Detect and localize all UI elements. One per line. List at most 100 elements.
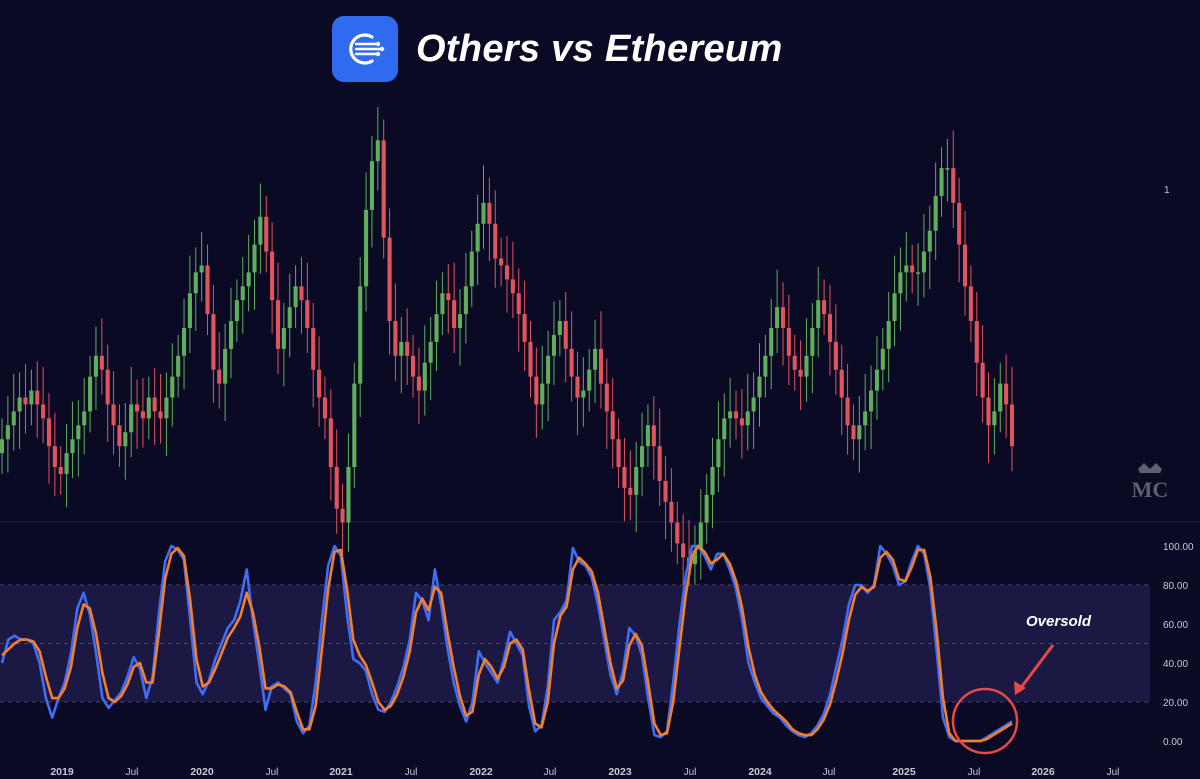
- candle-body: [698, 522, 703, 551]
- price-candle: [381, 119, 386, 259]
- price-candle: [1009, 366, 1015, 472]
- candle-body: [645, 425, 650, 447]
- price-candle: [99, 318, 104, 395]
- watermark-text: MC: [1132, 477, 1169, 502]
- price-candle: [786, 294, 791, 385]
- price-candle: [957, 177, 962, 283]
- price-candle: [910, 244, 915, 294]
- price-candle: [733, 390, 739, 440]
- candle-body: [869, 390, 874, 412]
- price-candle: [816, 266, 821, 358]
- candle-body: [434, 314, 439, 342]
- price-candle: [82, 378, 87, 455]
- price-candle: [405, 308, 410, 385]
- price-candle: [745, 373, 750, 451]
- price-candle: [205, 244, 210, 335]
- candle-body: [980, 362, 985, 398]
- candle-body: [986, 397, 991, 426]
- price-candle: [587, 348, 592, 412]
- price-candle: [23, 364, 28, 434]
- time-axis-label: 2021: [329, 766, 353, 778]
- candle-body: [223, 348, 228, 384]
- candle-body: [481, 202, 486, 224]
- price-candle: [845, 364, 850, 455]
- price-candle: [528, 321, 533, 398]
- price-candle: [551, 301, 557, 385]
- price-candle: [792, 334, 797, 391]
- candle-body: [640, 446, 645, 467]
- candle-body: [945, 168, 950, 170]
- candle-body: [387, 237, 392, 322]
- price-candle: [493, 190, 498, 288]
- candle-body: [775, 307, 780, 328]
- price-candle: [375, 106, 380, 191]
- price-candle: [857, 396, 862, 473]
- price-candle: [117, 404, 122, 467]
- price-candle: [452, 262, 457, 354]
- price-candle: [751, 372, 756, 449]
- candle-body: [346, 467, 351, 523]
- candle-body: [105, 369, 110, 405]
- price-candle: [540, 346, 545, 430]
- price-candle: [428, 316, 433, 401]
- price-candle: [146, 376, 151, 440]
- price-candle: [716, 401, 721, 493]
- candle-body: [962, 244, 968, 287]
- candle-body: [546, 355, 551, 384]
- candle-body: [405, 341, 410, 356]
- candle-body: [422, 362, 427, 391]
- price-candle: [70, 401, 75, 479]
- price-candle: [581, 357, 586, 427]
- candle-body: [880, 348, 885, 370]
- candle-body: [358, 286, 363, 384]
- price-candle: [933, 162, 938, 260]
- price-candle: [1004, 354, 1009, 438]
- candle-body: [146, 397, 151, 419]
- price-candle: [546, 330, 551, 422]
- candle-body: [475, 223, 480, 252]
- candle-body: [246, 272, 251, 287]
- candle-body: [381, 140, 386, 238]
- candle-body: [569, 348, 574, 377]
- candle-body: [35, 390, 40, 405]
- price-candle: [722, 393, 727, 477]
- candle-body: [722, 418, 727, 440]
- oscillator-tick-label: 40.00: [1163, 659, 1188, 670]
- price-candle: [974, 291, 979, 397]
- candle-body: [587, 369, 592, 391]
- price-candle: [968, 265, 973, 342]
- candle-body: [845, 397, 850, 426]
- candle-body: [745, 411, 750, 426]
- candle-body: [181, 328, 187, 356]
- candle-body: [810, 328, 815, 356]
- price-candle: [563, 291, 568, 383]
- candle-body: [604, 383, 609, 412]
- candle-body: [968, 286, 973, 322]
- price-candle: [634, 441, 639, 533]
- candle-body: [328, 418, 333, 467]
- price-candle: [839, 344, 844, 436]
- price-candle: [880, 328, 885, 391]
- candle-body: [410, 355, 416, 377]
- price-candle: [951, 130, 956, 228]
- candle-body: [52, 446, 57, 467]
- candle-body: [117, 425, 122, 447]
- price-candle: [998, 362, 1003, 433]
- network-circle-icon: [332, 16, 398, 82]
- candle-body: [927, 230, 932, 252]
- candle-body: [76, 425, 81, 440]
- price-candle: [176, 334, 181, 398]
- candle-body: [634, 467, 639, 495]
- candle-body: [270, 251, 275, 301]
- candle-body: [792, 355, 797, 370]
- candle-body: [281, 328, 286, 349]
- price-candle: [833, 304, 838, 395]
- candle-body: [334, 467, 339, 509]
- price-candle: [270, 222, 275, 334]
- price-candle: [986, 372, 991, 463]
- price-candle: [11, 373, 16, 451]
- price-candle: [181, 298, 187, 390]
- candle-body: [822, 300, 827, 315]
- candle-body: [340, 508, 345, 523]
- price-candle: [510, 241, 515, 319]
